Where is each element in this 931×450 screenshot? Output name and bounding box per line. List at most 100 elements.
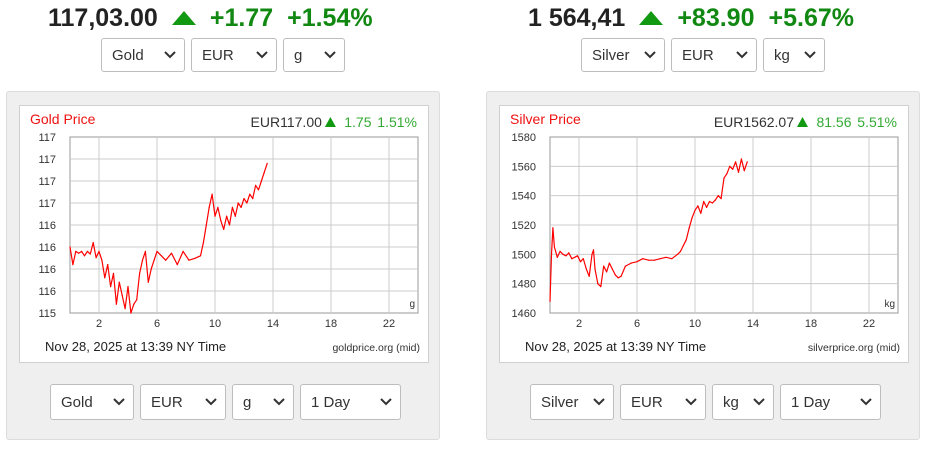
price-data-point	[199, 255, 202, 257]
price-data-point	[611, 268, 613, 270]
up-triangle-icon	[324, 117, 336, 127]
currency-select[interactable]: EUR	[140, 384, 226, 420]
price-data-point	[729, 165, 731, 167]
chart-footer-source: goldprice.org (mid)	[332, 342, 420, 354]
metal-select[interactable]: Silver	[581, 38, 665, 72]
chart-footer-date: Nov 28, 2025 at 13:39 NY Time	[525, 339, 706, 354]
currency-select-value: EUR	[631, 393, 663, 411]
price-data-point	[671, 258, 673, 260]
unit-select-value: kg	[723, 393, 739, 411]
unit-select-value: g	[243, 393, 252, 411]
chevron-down-icon	[593, 398, 605, 406]
unit-select[interactable]: g	[283, 38, 345, 72]
price-data-point	[115, 303, 117, 305]
price-data-point	[588, 275, 590, 277]
range-select[interactable]: 1 Day	[300, 384, 401, 420]
currency-select[interactable]: EUR	[671, 38, 757, 72]
price-data-point	[205, 224, 207, 226]
y-tick-label: 117	[38, 198, 56, 210]
price-data-point	[606, 271, 608, 273]
metal-select[interactable]: Gold	[101, 38, 185, 72]
gold-bottom-controls: Gold EUR g 1 Day	[50, 384, 401, 420]
unit-select[interactable]: kg	[712, 384, 774, 420]
price-data-point	[260, 180, 262, 182]
price-data-point	[121, 294, 123, 296]
price-data-point	[202, 242, 204, 244]
price-data-point	[706, 206, 708, 208]
silver-top-controls: Silver EUR kg	[581, 38, 825, 72]
price-data-point	[231, 206, 233, 208]
price-data-point	[83, 255, 86, 257]
chart-title: Gold Price	[30, 111, 96, 127]
price-data-point	[139, 272, 141, 274]
y-tick-label: 1540	[512, 191, 536, 203]
price-data-point	[75, 250, 77, 252]
price-data-point	[726, 173, 728, 175]
currency-select[interactable]: EUR	[620, 384, 706, 420]
price-data-point	[127, 286, 129, 288]
up-triangle-icon	[639, 11, 664, 25]
price-data-point	[579, 261, 582, 263]
y-tick-label: 1500	[512, 249, 536, 261]
price-data-point	[597, 283, 599, 285]
price-data-point	[165, 259, 167, 261]
gold-change: +1.77	[209, 3, 274, 32]
price-data-point	[194, 257, 196, 259]
price-data-point	[81, 250, 83, 252]
price-data-point	[740, 158, 742, 160]
currency-select-value: EUR	[151, 393, 183, 411]
price-data-point	[237, 202, 239, 204]
price-data-point	[585, 268, 587, 270]
price-data-point	[559, 250, 561, 252]
y-tick-label: 116	[38, 242, 56, 254]
metal-select[interactable]: Gold	[50, 384, 134, 420]
price-data-point	[574, 256, 576, 258]
silver-chart: Silver Price 5.51% 81.56 EUR1562.07 1460 1480…	[499, 105, 909, 363]
price-data-point	[624, 265, 626, 267]
price-data-point	[263, 171, 265, 173]
chevron-down-icon	[736, 51, 748, 59]
price-data-point	[556, 256, 558, 258]
price-data-point	[118, 281, 120, 283]
price-data-point	[86, 250, 88, 252]
price-data-point	[252, 198, 254, 200]
price-data-point	[176, 264, 178, 266]
unit-label: g	[409, 299, 415, 310]
price-data-point	[694, 209, 696, 211]
up-triangle-icon	[171, 11, 196, 25]
price-data-point	[228, 224, 231, 226]
price-data-point	[608, 262, 610, 264]
gold-ticker: 117,03.00 +1.77 +1.54%	[48, 2, 373, 34]
silver-bottom-controls: Silver EUR kg 1 Day	[530, 384, 881, 420]
price-data-point	[243, 198, 245, 200]
price-data-point	[582, 258, 584, 260]
metal-select[interactable]: Silver	[530, 384, 614, 420]
range-select-value: 1 Day	[311, 393, 351, 411]
price-data-point	[553, 246, 555, 248]
price-data-point	[576, 255, 579, 257]
unit-select[interactable]: g	[232, 384, 294, 420]
price-series-line	[69, 163, 268, 314]
price-data-point	[642, 258, 644, 260]
unit-select[interactable]: kg	[763, 38, 825, 72]
gold-chart-panel: Gold Price 1.51% 1.75 EUR117.00 115 116 116 116…	[6, 91, 440, 440]
chevron-down-icon	[256, 51, 268, 59]
price-data-point	[562, 253, 564, 255]
price-data-point	[653, 259, 655, 261]
price-data-point	[603, 265, 605, 267]
range-select[interactable]: 1 Day	[780, 384, 881, 420]
currency-select[interactable]: EUR	[191, 38, 277, 72]
price-data-point	[217, 206, 219, 208]
x-tick-label: 18	[325, 318, 337, 330]
unit-label: kg	[884, 299, 895, 310]
gold-chart: Gold Price 1.51% 1.75 EUR117.00 115 116 116 116…	[19, 105, 429, 363]
range-select-value: 1 Day	[791, 393, 831, 411]
price-data-point	[147, 281, 149, 283]
y-tick-label: 117	[38, 176, 56, 188]
currency-select-value: EUR	[202, 46, 234, 64]
price-data-point	[714, 199, 716, 201]
price-data-point	[691, 217, 693, 219]
price-data-point	[549, 300, 551, 302]
y-tick-label: 1480	[512, 279, 536, 291]
chevron-down-icon	[685, 398, 697, 406]
